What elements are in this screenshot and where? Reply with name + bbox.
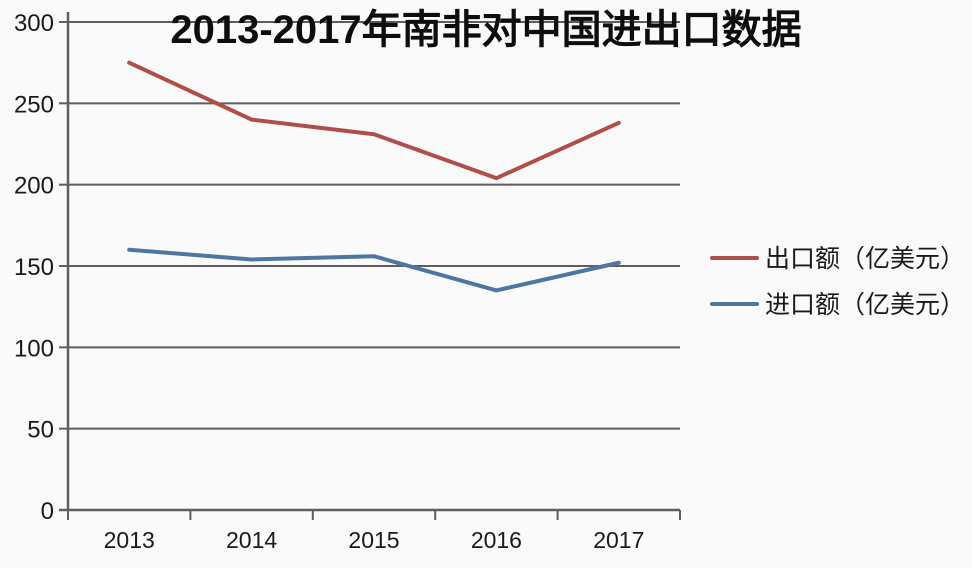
legend-import-label: 进口额（亿美元） (765, 291, 965, 319)
y-axis-label: 150 (14, 254, 54, 281)
x-axis-label: 2013 (104, 527, 155, 553)
legend-export-label: 出口额（亿美元） (765, 245, 965, 273)
x-axis-label: 2014 (226, 527, 277, 553)
y-axis-label: 100 (14, 335, 54, 362)
x-axis-label: 2015 (348, 527, 399, 553)
y-axis-label: 0 (41, 498, 54, 525)
x-axis-label: 2016 (471, 527, 522, 553)
import-value-line (127, 247, 621, 293)
y-axis-label: 300 (14, 10, 54, 37)
y-axis-label: 200 (14, 173, 54, 200)
export-value-line (127, 60, 621, 181)
x-axis-label: 2017 (593, 527, 644, 553)
y-axis-label: 250 (14, 91, 54, 118)
y-axis-label: 50 (27, 417, 54, 444)
